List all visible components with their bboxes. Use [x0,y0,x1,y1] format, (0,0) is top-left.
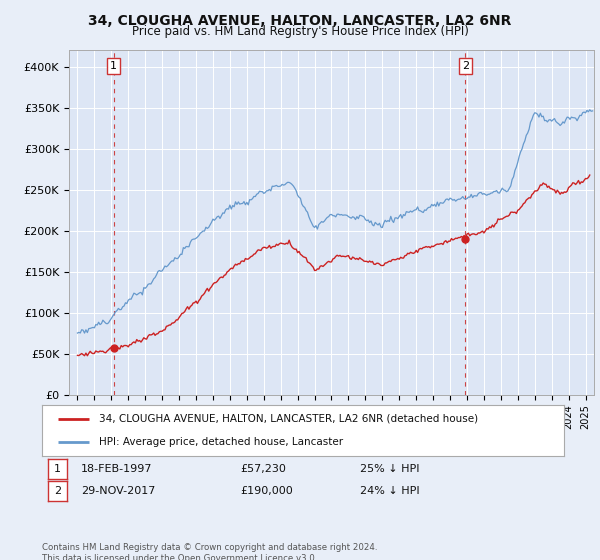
Text: 2: 2 [462,61,469,71]
Text: £190,000: £190,000 [240,486,293,496]
Text: 1: 1 [110,61,117,71]
Text: 1: 1 [54,464,61,474]
Text: Price paid vs. HM Land Registry's House Price Index (HPI): Price paid vs. HM Land Registry's House … [131,25,469,38]
Text: 34, CLOUGHA AVENUE, HALTON, LANCASTER, LA2 6NR (detached house): 34, CLOUGHA AVENUE, HALTON, LANCASTER, L… [100,414,479,424]
Text: 25% ↓ HPI: 25% ↓ HPI [360,464,419,474]
Text: Contains HM Land Registry data © Crown copyright and database right 2024.
This d: Contains HM Land Registry data © Crown c… [42,543,377,560]
Text: 24% ↓ HPI: 24% ↓ HPI [360,486,419,496]
Text: 18-FEB-1997: 18-FEB-1997 [81,464,152,474]
Text: 29-NOV-2017: 29-NOV-2017 [81,486,155,496]
Text: HPI: Average price, detached house, Lancaster: HPI: Average price, detached house, Lanc… [100,437,344,447]
Text: 2: 2 [54,486,61,496]
Text: £57,230: £57,230 [240,464,286,474]
Text: 34, CLOUGHA AVENUE, HALTON, LANCASTER, LA2 6NR: 34, CLOUGHA AVENUE, HALTON, LANCASTER, L… [88,14,512,28]
